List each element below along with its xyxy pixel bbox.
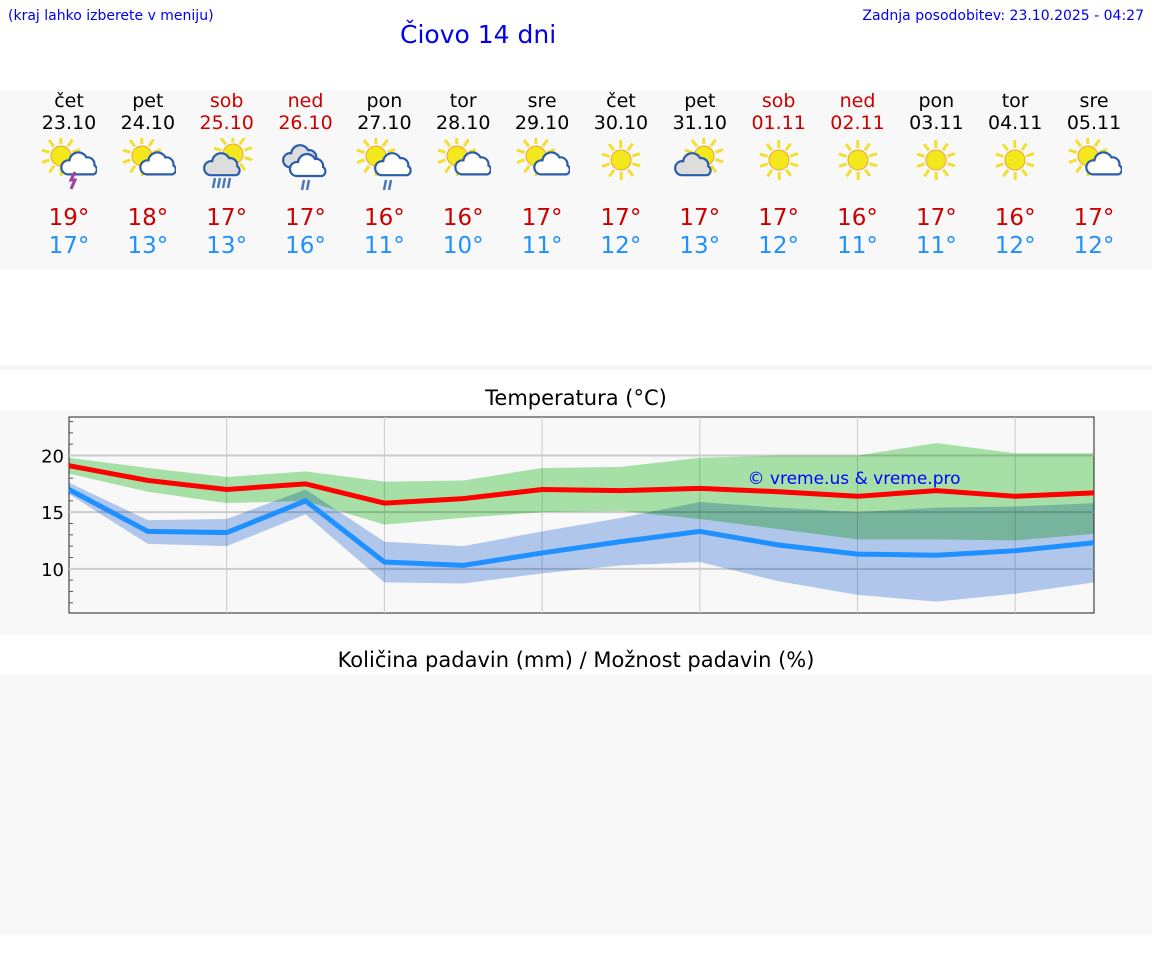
day-date: 28.10 <box>436 112 491 134</box>
max-temp: 17° <box>1073 205 1115 231</box>
day-date: 24.10 <box>120 112 176 134</box>
max-temp: 16° <box>442 205 484 231</box>
precipitation-panel <box>0 675 1152 935</box>
precipitation-chart-title: Količina padavin (mm) / Možnost padavin … <box>337 648 815 672</box>
min-temp: 12° <box>600 233 642 259</box>
day-name: tor <box>449 90 477 112</box>
day-column: tor 04.11 16° 12° <box>975 90 1055 260</box>
max-temp: 17° <box>915 205 957 231</box>
max-temp-line <box>68 463 1095 506</box>
day-column: sob 01.11 17° 12° <box>739 90 819 260</box>
forecast-strip <box>0 90 1152 270</box>
min-temp: 17° <box>48 233 90 259</box>
max-temp: 17° <box>600 205 642 231</box>
last-updated: Zadnja posodobitev: 23.10.2025 - 04:27 <box>862 8 1144 24</box>
day-date: 27.10 <box>357 112 412 134</box>
min-temp: 12° <box>1073 233 1115 259</box>
max-temp: 16° <box>364 205 405 231</box>
cloud-sun-icon <box>673 138 724 177</box>
day-column: pet 24.10 18° 13° <box>108 90 188 260</box>
day-name: sob <box>761 90 796 112</box>
sunny-icon <box>601 139 641 181</box>
day-name: ned <box>839 90 876 112</box>
y-tick-label: 15 <box>41 503 64 524</box>
day-date: 04.11 <box>987 112 1043 134</box>
day-name: sob <box>209 90 244 112</box>
day-name: sre <box>1079 90 1109 112</box>
day-column: pon 03.11 17° 11° <box>896 90 976 260</box>
sun-cloud-rain-icon <box>202 138 253 189</box>
partly-cloudy-icon <box>516 138 571 177</box>
max-temp: 16° <box>837 205 878 231</box>
day-name: ned <box>287 90 324 112</box>
min-temp: 11° <box>521 233 563 259</box>
max-temp: 17° <box>758 205 800 231</box>
day-name: čet <box>606 90 636 112</box>
sunny-icon <box>995 139 1035 181</box>
divider <box>0 365 1152 370</box>
max-temp: 17° <box>521 205 563 231</box>
day-name: pon <box>918 90 955 112</box>
day-column: ned 02.11 16° 11° <box>818 90 898 260</box>
max-temp: 19° <box>48 205 90 231</box>
min-temp: 11° <box>915 233 957 259</box>
min-temp-band <box>69 482 1095 602</box>
day-column: sre 29.10 17° 11° <box>502 90 582 260</box>
sunny-icon <box>837 139 878 181</box>
day-name: pon <box>366 90 403 112</box>
max-temp: 17° <box>206 205 248 231</box>
sunny-icon <box>916 139 956 181</box>
day-column: sre 05.11 17° 12° <box>1054 90 1134 260</box>
day-date: 29.10 <box>514 112 570 134</box>
day-name: tor <box>1001 90 1029 112</box>
min-temp: 13° <box>127 233 169 259</box>
min-temp: 12° <box>758 233 800 259</box>
temperature-chart-title: Temperatura (°C) <box>485 386 667 410</box>
min-temp: 11° <box>364 233 405 259</box>
min-temp-line <box>67 487 1095 568</box>
min-temp: 10° <box>442 233 484 259</box>
min-temp: 12° <box>994 233 1036 259</box>
watermark: © vreme.us & vreme.pro <box>747 469 960 489</box>
max-temp: 16° <box>994 205 1036 231</box>
max-temp: 17° <box>285 205 326 231</box>
day-name: čet <box>54 90 84 112</box>
day-date: 01.11 <box>751 112 806 134</box>
sun-cloud-thunder-icon <box>41 138 97 190</box>
day-column: čet 30.10 17° 12° <box>581 90 661 260</box>
day-column: pon 27.10 16° 11° <box>344 90 424 260</box>
min-temp: 13° <box>206 233 248 259</box>
day-column: čet 23.10 19° 17° <box>29 90 109 260</box>
sun-cloud-light-rain-icon <box>356 138 413 191</box>
partly-cloudy-icon <box>437 138 492 177</box>
day-column: sob 25.10 17° 13° <box>187 90 267 260</box>
partly-cloudy-icon <box>1068 138 1123 177</box>
min-temp: 16° <box>285 233 326 259</box>
day-name: pet <box>684 90 716 112</box>
page-title: Čiovo 14 dni <box>400 20 557 49</box>
y-tick-label: 10 <box>41 560 64 581</box>
day-column: ned 26.10 17° 16° <box>266 90 346 260</box>
day-date: 02.11 <box>830 112 885 134</box>
partly-cloudy-icon <box>122 138 176 177</box>
day-date: 03.11 <box>909 112 964 134</box>
cloudy-rain-icon <box>281 144 327 191</box>
day-date: 26.10 <box>278 112 333 134</box>
day-column: tor 28.10 16° 10° <box>423 90 503 260</box>
day-date: 30.10 <box>593 112 649 134</box>
max-temp: 17° <box>679 205 721 231</box>
y-tick-label: 20 <box>41 447 64 468</box>
day-date: 25.10 <box>199 112 254 134</box>
max-temp: 18° <box>127 205 169 231</box>
min-temp: 11° <box>837 233 878 259</box>
day-date: 05.11 <box>1066 112 1122 134</box>
day-date: 23.10 <box>41 112 97 134</box>
location-hint: (kraj lahko izberete v meniju) <box>8 8 214 24</box>
sunny-icon <box>759 139 799 181</box>
min-temp: 13° <box>679 233 721 259</box>
day-name: pet <box>132 90 164 112</box>
day-column: pet 31.10 17° 13° <box>660 90 740 260</box>
day-name: sre <box>527 90 557 112</box>
day-date: 31.10 <box>672 112 727 134</box>
